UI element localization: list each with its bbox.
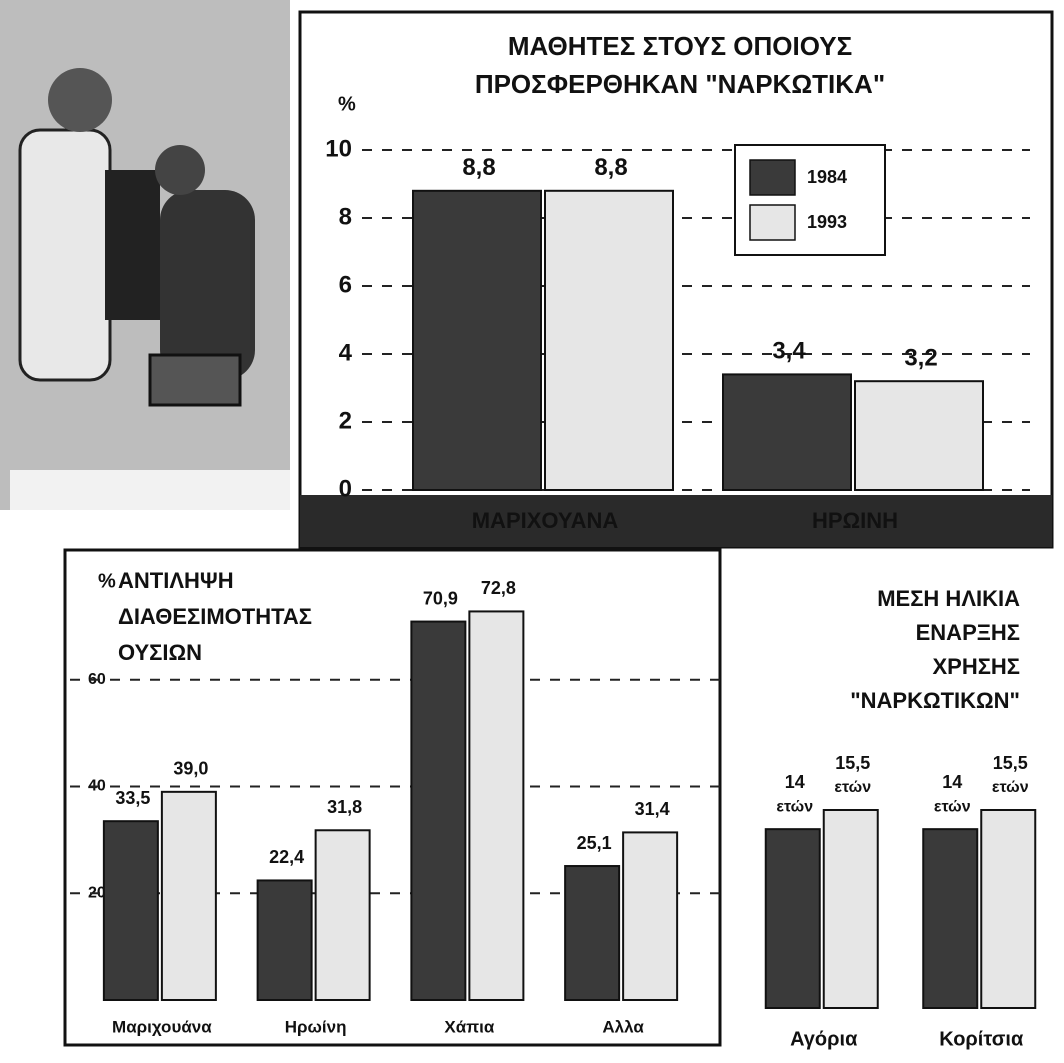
legend-swatch <box>749 159 796 196</box>
legend-swatch <box>749 204 796 241</box>
chart-title: ΜΑΘΗΤΕΣ ΣΤΟΥΣ ΟΠΟΙΟΥΣ <box>508 31 852 61</box>
y-tick-label: 6 <box>339 271 352 298</box>
value-unit: ετών <box>992 779 1029 796</box>
value-label: 3,4 <box>772 338 806 365</box>
bar <box>822 809 879 1009</box>
bar <box>922 828 979 1010</box>
chart-title: ΧΡΗΣΗΣ <box>932 654 1020 679</box>
chart-title: "ΝΑΡΚΩΤΙΚΩΝ" <box>850 688 1020 713</box>
y-tick-label: 4 <box>339 339 353 366</box>
chart-title: ΑΝΤΙΛΗΨΗ <box>118 568 234 593</box>
bar <box>102 820 159 1001</box>
bar <box>980 809 1037 1009</box>
bar <box>468 610 525 1001</box>
figure-head <box>48 68 112 132</box>
chart-title: ΜΕΣΗ ΗΛΙΚΙΑ <box>877 586 1020 611</box>
value-label: 31,4 <box>635 799 670 819</box>
illustration <box>0 0 290 510</box>
value-label: 8,8 <box>594 154 627 181</box>
value-label: 39,0 <box>173 759 208 779</box>
coat-inside <box>105 170 160 320</box>
value-label: 31,8 <box>327 797 362 817</box>
value-unit: ετών <box>776 798 813 815</box>
x-tick-label: Αγόρια <box>790 1028 858 1050</box>
x-tick-label: Αλλα <box>602 1017 644 1036</box>
value-label: 15,5 <box>835 753 870 773</box>
value-unit: ετών <box>834 779 871 796</box>
chart-1-band <box>300 495 1052 547</box>
bar <box>544 189 674 492</box>
value-label: 22,4 <box>269 847 304 867</box>
value-label: 3,2 <box>904 345 937 372</box>
charts: ΜΑΘΗΤΕΣ ΣΤΟΥΣ ΟΠΟΙΟΥΣ ΠΡΟΣΦΕΡΘΗΚΑΝ "ΝΑΡΚΩ… <box>70 31 1037 1050</box>
value-label: 25,1 <box>577 833 612 853</box>
value-unit: ετών <box>934 798 971 815</box>
y-tick-label: 0 <box>339 475 352 502</box>
figure-coat <box>18 128 112 382</box>
x-tick-label: Ηρωίνη <box>285 1017 347 1036</box>
bar <box>722 373 852 491</box>
ground <box>10 470 290 510</box>
x-tick-label: Κορίτσια <box>939 1028 1024 1050</box>
bar <box>622 831 679 1002</box>
y-axis-label: % <box>98 570 116 592</box>
x-tick-label: ΗΡΩΙΝΗ <box>812 508 898 533</box>
student-head <box>155 145 205 195</box>
legend-label: 1984 <box>807 167 847 187</box>
value-label: 8,8 <box>462 154 495 181</box>
value-label: 70,9 <box>423 588 458 608</box>
bar <box>160 790 217 1002</box>
y-tick-label: 8 <box>339 203 352 230</box>
chart-title: ΟΥΣΙΩΝ <box>118 640 202 665</box>
value-label: 14 <box>785 772 805 792</box>
y-axis-label: % <box>338 93 356 115</box>
y-tick-label: 10 <box>325 135 352 162</box>
bar <box>564 865 621 1001</box>
legend-label: 1993 <box>807 212 847 232</box>
figure-student <box>160 190 255 380</box>
chart-title: ΕΝΑΡΞΗΣ <box>916 620 1020 645</box>
bar <box>412 189 542 492</box>
x-tick-label: Μαριχουάνα <box>112 1017 212 1036</box>
bar <box>854 380 984 492</box>
y-tick-label: 2 <box>339 407 352 434</box>
bag <box>148 353 242 407</box>
bar <box>764 828 821 1010</box>
bar <box>256 879 313 1001</box>
x-tick-label: Χάπια <box>444 1017 495 1036</box>
value-label: 72,8 <box>481 578 516 598</box>
x-tick-label: ΜΑΡΙΧΟΥΑΝΑ <box>472 508 619 533</box>
value-label: 14 <box>942 772 962 792</box>
bar <box>410 620 467 1001</box>
chart-title: ΠΡΟΣΦΕΡΘΗΚΑΝ "ΝΑΡΚΩΤΙΚΑ" <box>475 69 885 99</box>
value-label: 33,5 <box>115 788 150 808</box>
chart-title: ΔΙΑΘΕΣΙΜΟΤΗΤΑΣ <box>118 604 312 629</box>
value-label: 15,5 <box>993 753 1028 773</box>
bar <box>314 829 371 1002</box>
